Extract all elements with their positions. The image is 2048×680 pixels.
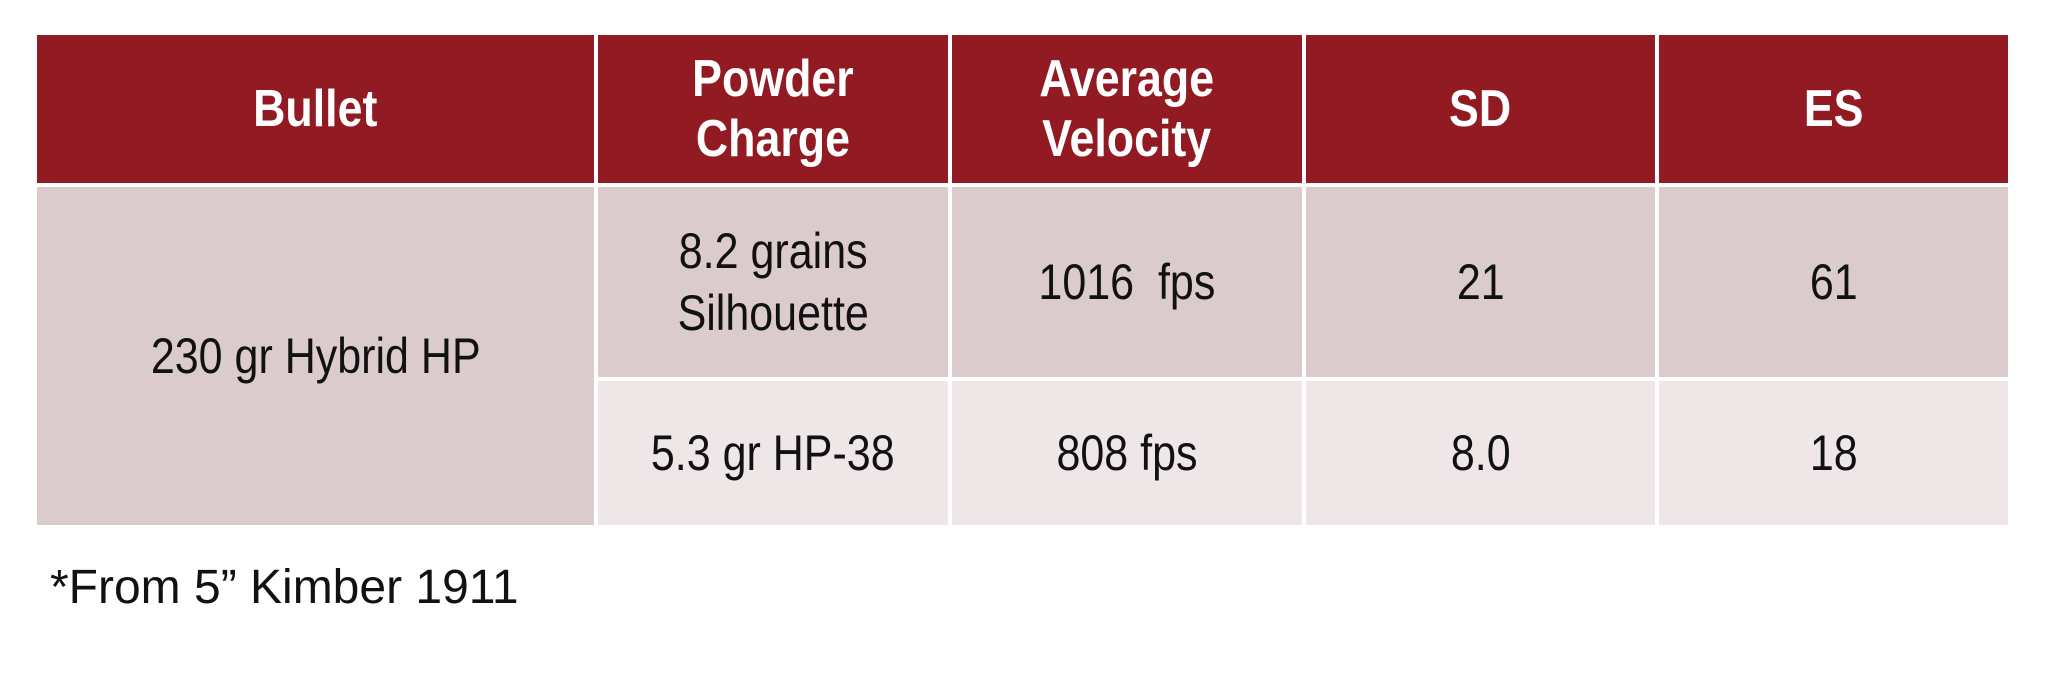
text-line: Velocity [1042, 110, 1212, 168]
data-cell: 18 [1655, 377, 2012, 529]
data-cell: 21 [1302, 183, 1659, 381]
cell-text: 8.2 grains Silhouette [677, 220, 868, 344]
footnote: *From 5” Kimber 1911 [50, 561, 519, 614]
cell-text: 230 gr Hybrid HP [150, 328, 481, 384]
cell-text: 18 [1809, 425, 1858, 481]
text-line: Silhouette [677, 285, 869, 341]
cell-text: Average Velocity [1040, 49, 1215, 169]
data-cell: 8.2 grains Silhouette [594, 183, 952, 381]
cell-text: Bullet [253, 79, 377, 139]
cell-text: 5.3 gr HP-38 [651, 422, 895, 484]
results-table: Bullet Powder Charge Average Velocity SD ES 23… [33, 31, 2012, 529]
header-cell: Bullet [33, 31, 598, 187]
data-cell: 8.0 [1302, 377, 1659, 529]
header-cell: Powder Charge [594, 31, 952, 187]
text-line: Charge [695, 110, 851, 168]
cell-text: 8.0 [1450, 425, 1511, 481]
text-line: Average [1039, 50, 1215, 108]
cell-text: ES [1804, 79, 1864, 139]
data-cell: 1016 fps [948, 183, 1306, 381]
text-line: 8.2 grains [678, 223, 868, 279]
text-line: Powder [692, 50, 854, 108]
text-line: Bullet [253, 80, 378, 138]
header-cell: Average Velocity [948, 31, 1306, 187]
header-cell: ES [1655, 31, 2012, 187]
bullet-cell: 230 gr Hybrid HP [33, 183, 598, 529]
header-row: Bullet Powder Charge Average Velocity SD ES [33, 31, 2012, 187]
data-row: 230 gr Hybrid HP 8.2 grains Silhouette 1016… [33, 183, 2012, 529]
cell-text: 61 [1809, 254, 1858, 310]
cell-text: 808 fps [1056, 425, 1198, 481]
cell-text: 21 [1456, 254, 1505, 310]
header-cell: SD [1302, 31, 1659, 187]
cell-text: SD [1449, 79, 1511, 139]
text-line: 5.3 gr HP-38 [651, 425, 895, 481]
data-cell: 5.3 gr HP-38 [594, 377, 952, 529]
cell-text: Powder Charge [692, 49, 854, 169]
data-row: 5.3 gr HP-38 808 fps 8.0 18 [35, 377, 2012, 529]
data-cell: 61 [1655, 183, 2012, 381]
cell-text: 1016 fps [1038, 254, 1216, 310]
text-line: ES [1803, 80, 1864, 138]
data-cell: 808 fps [948, 377, 1306, 529]
text-line: SD [1449, 80, 1512, 138]
